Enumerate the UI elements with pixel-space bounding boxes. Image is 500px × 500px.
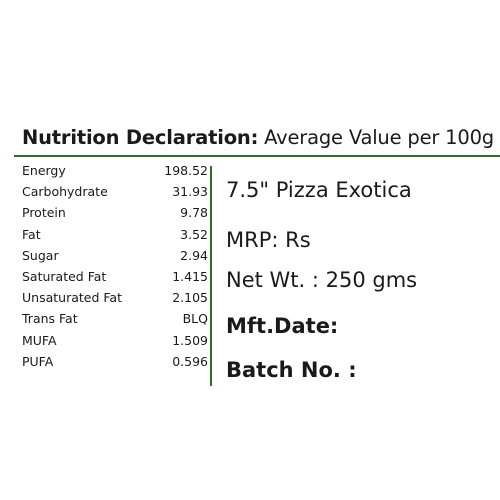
nutrient-name: PUFA [22, 353, 54, 369]
vertical-divider [210, 166, 212, 386]
nutrient-name: Sugar [22, 247, 59, 263]
product-name: 7.5" Pizza Exotica [226, 178, 412, 202]
nutrient-value: 31.93 [172, 184, 208, 200]
nutrient-value: BLQ [182, 311, 208, 327]
nutrient-name: Protein [22, 205, 66, 221]
nutrient-value: 1.415 [172, 268, 208, 284]
nutrition-heading: Nutrition Declaration: Average Value per… [22, 126, 494, 149]
nutrient-name: Unsaturated Fat [22, 290, 122, 306]
nutrient-name: Saturated Fat [22, 268, 107, 284]
batch-no-label: Batch No. : [226, 358, 357, 382]
nutrient-value: 2.105 [172, 290, 208, 306]
nutrient-name: Trans Fat [22, 311, 78, 327]
nutrient-value: 3.52 [180, 226, 208, 242]
nutrient-value: 1.509 [172, 332, 208, 348]
heading-divider [14, 155, 500, 157]
nutrient-name: MUFA [22, 332, 57, 348]
nutrient-value: 198.52 [164, 163, 208, 178]
mfg-date-label: Mft.Date: [226, 314, 339, 338]
nutrient-value: 0.596 [172, 353, 208, 369]
nutrition-heading-rest: Average Value per 100g [258, 126, 494, 149]
net-weight: Net Wt. : 250 gms [226, 268, 418, 292]
nutrient-value: 9.78 [180, 205, 208, 221]
mrp-label: MRP: Rs [226, 228, 311, 252]
nutrient-name: Carbohydrate [22, 184, 108, 200]
nutrient-name: Fat [22, 226, 41, 242]
nutrient-value: 2.94 [180, 247, 208, 263]
nutrient-name: Energy [22, 163, 66, 178]
nutrition-heading-bold: Nutrition Declaration: [22, 126, 259, 149]
